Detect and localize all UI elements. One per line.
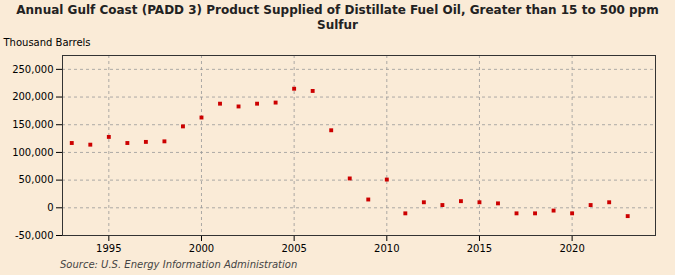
svg-text:150,000: 150,000 [12,119,53,130]
svg-text:1995: 1995 [96,243,121,254]
svg-text:2015: 2015 [467,243,492,254]
svg-text:250,000: 250,000 [12,64,53,75]
svg-text:2010: 2010 [374,243,399,254]
svg-text:100,000: 100,000 [12,147,53,158]
html-text:Source: U.S. Energy Informatio: Source: U.S. Energy Information Administ… [60,259,298,270]
svg-text:50,000: 50,000 [19,174,54,185]
svg-text:200,000: 200,000 [12,91,53,102]
svg-text:2005: 2005 [281,243,306,254]
svg-text:2020: 2020 [559,243,584,254]
svg-text:0: 0 [47,202,53,213]
html-text:Annual Gulf Coast (PADD 3) Pro: Annual Gulf Coast (PADD 3) Product Suppl… [16,3,659,32]
svg-text:-50,000: -50,000 [15,230,54,241]
svg-text:Thousand Barrels: Thousand Barrels [3,37,91,48]
svg-text:2000: 2000 [189,243,214,254]
